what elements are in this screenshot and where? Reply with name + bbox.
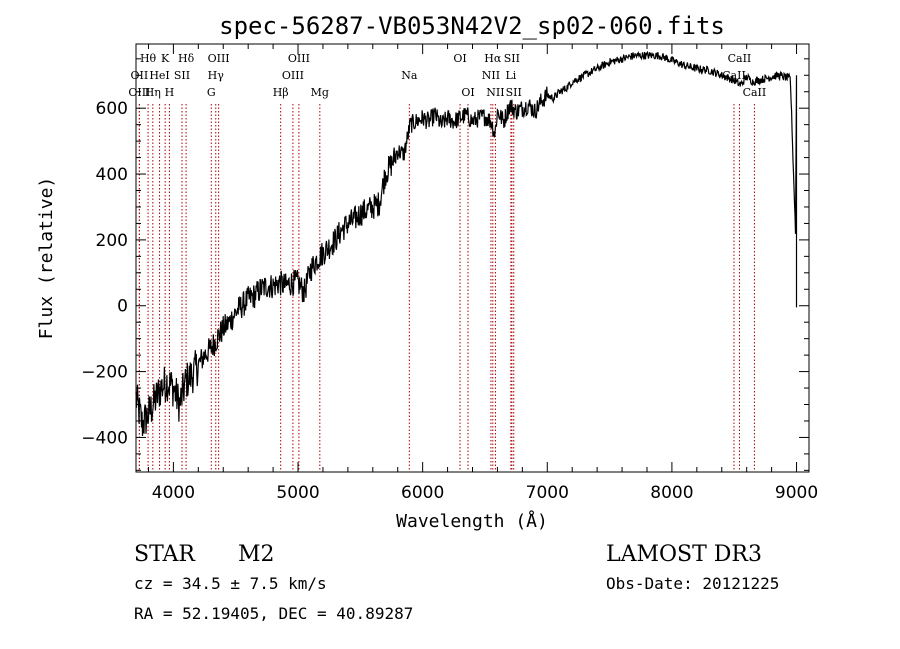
y-axis-label: Flux (relative): [36, 177, 57, 340]
survey-label: LAMOST DR3: [606, 542, 762, 567]
line-marker-label: Hθ: [140, 52, 157, 65]
line-marker-label: OIII: [288, 52, 310, 65]
x-tick-label: 6000: [401, 483, 444, 503]
plot-frame: [135, 43, 810, 473]
line-marker-label: H: [165, 86, 175, 99]
line-marker-label: Hη: [145, 86, 161, 99]
y-tick-label: −200: [81, 363, 128, 383]
object-subclass: M2: [238, 542, 275, 567]
redshift-label: cz = 34.5 ± 7.5 km/s: [134, 574, 327, 593]
y-tick-label: 600: [96, 99, 128, 119]
line-marker-label: Hβ: [273, 86, 289, 99]
line-marker-label: CaII: [743, 86, 767, 99]
line-marker-label: SII: [506, 86, 522, 99]
line-marker-label: SII: [174, 69, 190, 82]
x-tick-label: 7000: [526, 483, 569, 503]
y-tick-label: 400: [96, 165, 128, 185]
y-tick-label: 200: [96, 231, 128, 251]
line-marker-label: SII: [504, 52, 520, 65]
line-marker-label: OIII: [128, 86, 150, 99]
line-marker-label: OI: [461, 86, 474, 99]
line-marker-label: Li: [505, 69, 516, 82]
line-marker-label: Mg: [311, 86, 329, 99]
obs-date-label: Obs-Date: 20121225: [606, 574, 779, 593]
line-marker-label: OIII: [282, 69, 304, 82]
x-tick-label: 4000: [152, 483, 195, 503]
line-marker-label: OIII: [208, 52, 230, 65]
spectrum-series-line: [135, 50, 798, 437]
line-marker-label: Hα: [484, 52, 502, 65]
y-tick-label: 0: [117, 297, 128, 317]
coordinates-label: RA = 52.19405, DEC = 40.89287: [134, 604, 413, 623]
y-axis: −400 −200 0 200 400 600: [81, 58, 809, 471]
y-tick-label: −400: [81, 428, 128, 448]
line-marker-label: NII: [482, 69, 500, 82]
line-marker-label: Na: [401, 69, 418, 82]
x-tick-label: 5000: [276, 483, 319, 503]
x-axis: 4000 5000 6000 7000 8000 9000: [147, 44, 818, 503]
line-marker-label: Hδ: [178, 52, 195, 65]
x-tick-label: 8000: [650, 483, 693, 503]
line-marker-label: OI: [453, 52, 466, 65]
line-marker-label: NII: [486, 86, 504, 99]
line-marker-label: G: [207, 86, 216, 99]
line-marker-label: CaII: [728, 52, 752, 65]
x-tick-label: 9000: [775, 483, 818, 503]
object-class: STAR: [134, 542, 196, 567]
chart-title: spec-56287-VB053N42V2_sp02-060.fits: [219, 12, 725, 40]
line-marker-label: HeI: [149, 69, 169, 82]
x-axis-label: Wavelength (Å): [396, 510, 548, 532]
line-marker-label: Hγ: [208, 69, 225, 82]
line-marker-label: K: [161, 52, 170, 65]
